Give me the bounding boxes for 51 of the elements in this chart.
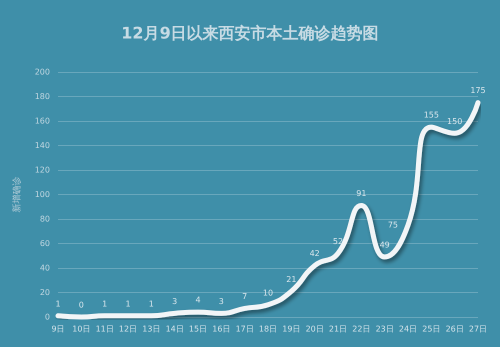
x-tick-label: 21日: [328, 324, 348, 334]
x-tick-label: 27日: [468, 324, 488, 334]
data-label: 49: [380, 240, 390, 250]
data-label: 42: [310, 249, 320, 258]
data-label: 10: [262, 288, 274, 298]
y-tick-label: 160: [34, 116, 50, 126]
y-axis-title: 新增确诊: [12, 176, 22, 212]
data-label: 155: [424, 110, 439, 120]
x-tick-label: 14日: [166, 324, 184, 334]
y-tick-label: 200: [34, 68, 50, 76]
data-label: 3: [218, 296, 224, 306]
x-tick-label: 11日: [96, 324, 114, 334]
data-label: 4: [195, 296, 201, 305]
x-tick-label: 9日: [51, 324, 65, 334]
y-tick-label: 80: [40, 214, 50, 224]
y-tick-label: 40: [40, 264, 50, 272]
data-label: 1: [125, 299, 131, 308]
data-label: 3: [172, 296, 178, 306]
data-label: 7: [242, 292, 248, 301]
data-label: 21: [286, 274, 296, 284]
x-tick-label: 22日: [352, 324, 370, 334]
x-tick-label: 12日: [118, 324, 138, 334]
data-label: 1: [55, 299, 61, 308]
y-tick-label: 60: [40, 239, 50, 248]
x-tick-label: 10日: [72, 324, 90, 334]
y-tick-label: 100: [34, 190, 50, 199]
chart-title: 12月9日以来西安市本土确诊趋势图: [121, 24, 379, 42]
x-tick-label: 24日: [398, 324, 418, 334]
y-tick-label: 180: [34, 92, 50, 101]
x-tick-label: 19日: [282, 324, 300, 334]
y-tick-label: 20: [40, 288, 50, 297]
x-tick-label: 13日: [142, 324, 160, 334]
data-label: 75: [388, 220, 398, 230]
y-tick-label: 120: [34, 166, 50, 174]
data-label: 91: [356, 189, 366, 198]
x-tick-label: 23日: [376, 324, 394, 334]
data-label: 1: [102, 299, 108, 308]
data-label: 52: [332, 236, 344, 246]
x-tick-label: 18日: [258, 324, 278, 334]
x-tick-label: 20日: [306, 324, 324, 334]
x-tick-label: 26日: [446, 324, 464, 334]
data-label: 0: [78, 300, 84, 310]
x-tick-label: 25日: [422, 324, 440, 334]
x-tick-label: 17日: [236, 324, 254, 334]
data-label: 175: [470, 86, 486, 96]
data-label: 150: [447, 116, 462, 126]
y-tick-label: 0: [44, 312, 50, 322]
x-tick-label: 15日: [188, 324, 208, 334]
data-label: 1: [148, 299, 154, 308]
y-tick-label: 140: [34, 141, 50, 150]
x-tick-label: 16日: [212, 324, 230, 334]
